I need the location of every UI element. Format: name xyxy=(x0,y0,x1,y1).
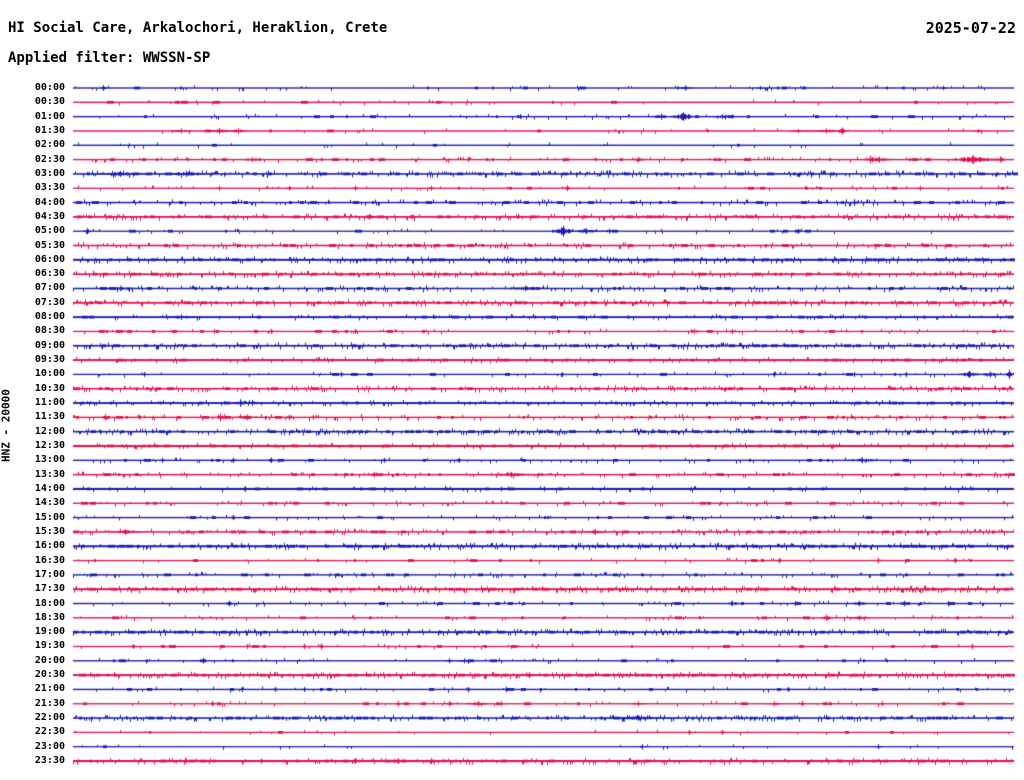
time-label: 03:30 xyxy=(34,182,65,194)
time-label: 09:00 xyxy=(34,339,65,351)
time-label: 19:30 xyxy=(34,640,65,652)
time-label: 23:30 xyxy=(34,755,65,767)
time-label: 16:00 xyxy=(34,540,65,552)
time-label: 04:00 xyxy=(34,196,65,208)
time-label: 09:30 xyxy=(34,354,65,366)
time-label: 18:30 xyxy=(34,611,65,623)
time-label: 05:30 xyxy=(34,239,65,251)
time-label: 21:00 xyxy=(34,683,65,695)
time-label: 22:30 xyxy=(34,726,65,738)
time-label: 12:00 xyxy=(34,425,65,437)
time-label: 06:00 xyxy=(34,253,65,265)
time-label: 00:30 xyxy=(34,96,65,108)
time-label: 00:00 xyxy=(34,82,65,93)
time-label: 08:00 xyxy=(34,311,65,323)
time-label: 11:30 xyxy=(34,411,65,423)
time-label: 13:30 xyxy=(34,468,65,480)
time-label: 12:30 xyxy=(34,440,65,451)
time-label: 21:30 xyxy=(34,697,65,709)
time-label: 03:00 xyxy=(34,167,65,179)
applied-filter-label: Applied filter: WWSSN-SP xyxy=(8,50,211,66)
time-label: 17:00 xyxy=(34,568,65,580)
time-label: 19:00 xyxy=(34,626,65,638)
time-label: 07:30 xyxy=(34,296,65,308)
time-label: 14:30 xyxy=(34,497,65,509)
time-label: 14:00 xyxy=(34,482,65,494)
time-label: 15:00 xyxy=(34,511,65,523)
time-label: 02:00 xyxy=(34,139,65,151)
time-label: 22:00 xyxy=(34,712,65,724)
time-label: 23:00 xyxy=(34,740,65,752)
time-label: 06:30 xyxy=(34,268,65,280)
time-label: 20:30 xyxy=(34,669,65,681)
station-title: HI Social Care, Arkalochori, Heraklion, … xyxy=(8,20,388,36)
plot-date: 2025-07-22 xyxy=(925,19,1016,37)
time-label: 16:30 xyxy=(34,554,65,566)
time-label: 01:30 xyxy=(34,124,65,136)
time-label: 11:00 xyxy=(34,397,65,409)
time-label: 04:30 xyxy=(34,210,65,222)
time-label: 07:00 xyxy=(34,282,65,294)
time-label: 13:00 xyxy=(34,454,65,466)
time-label: 15:30 xyxy=(34,525,65,537)
time-label: 05:00 xyxy=(34,225,65,237)
time-label: 10:00 xyxy=(34,368,65,380)
time-label: 18:00 xyxy=(34,597,65,609)
time-label: 10:30 xyxy=(34,382,65,394)
time-label: 08:30 xyxy=(34,325,65,337)
time-label: 20:00 xyxy=(34,654,65,666)
time-label: 17:30 xyxy=(34,583,65,595)
time-label: 01:00 xyxy=(34,110,65,122)
time-label: 02:30 xyxy=(34,153,65,165)
